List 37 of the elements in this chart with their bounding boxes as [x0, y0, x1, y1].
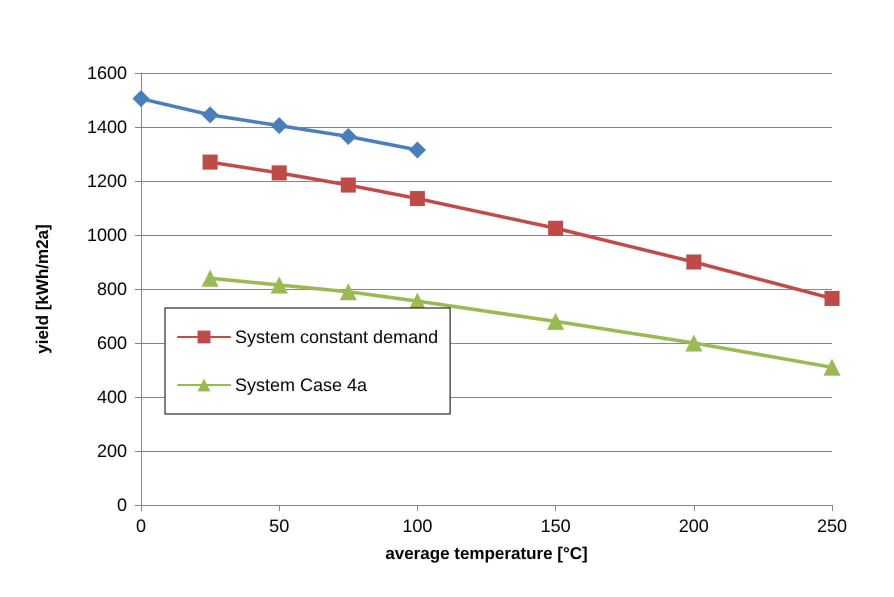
- point: [410, 191, 425, 206]
- point: [824, 290, 840, 306]
- y-tick-label: 1400: [86, 117, 127, 137]
- point: [270, 276, 288, 294]
- point: [340, 178, 356, 193]
- y-tick-label: 600: [96, 333, 127, 353]
- x-tick-label: 0: [136, 516, 146, 536]
- x-tick-label: 50: [269, 516, 290, 536]
- point: [824, 358, 840, 376]
- point: [548, 220, 564, 236]
- x-tick-label: 200: [678, 516, 709, 536]
- point: [202, 106, 219, 124]
- y-tick-label: 1600: [86, 63, 127, 83]
- point: [132, 90, 150, 108]
- point: [272, 165, 287, 180]
- y-tick-label: 1200: [86, 171, 127, 191]
- point: [202, 154, 218, 170]
- point: [408, 141, 426, 158]
- y-tick-label: 0: [116, 495, 127, 515]
- x-tick-label: 250: [816, 516, 848, 536]
- x-axis-title: average temperature [°C]: [385, 544, 588, 563]
- legend-label: System constant demand: [235, 327, 438, 347]
- point: [340, 128, 357, 145]
- point: [685, 334, 702, 352]
- y-tick-label: 800: [96, 279, 127, 299]
- point: [686, 254, 702, 270]
- y-tick-label: 1000: [86, 225, 127, 245]
- x-tick-label: 100: [402, 516, 432, 536]
- point: [340, 283, 357, 300]
- y-axis-title: yield [kWh/m2a]: [33, 224, 52, 354]
- point: [202, 270, 219, 287]
- x-tick-label: 150: [540, 516, 571, 536]
- legend-label: System Case 4a: [235, 375, 368, 395]
- point: [547, 312, 564, 330]
- y-tick-label: 200: [96, 441, 127, 461]
- y-tick-label: 400: [96, 387, 127, 407]
- point: [270, 117, 288, 134]
